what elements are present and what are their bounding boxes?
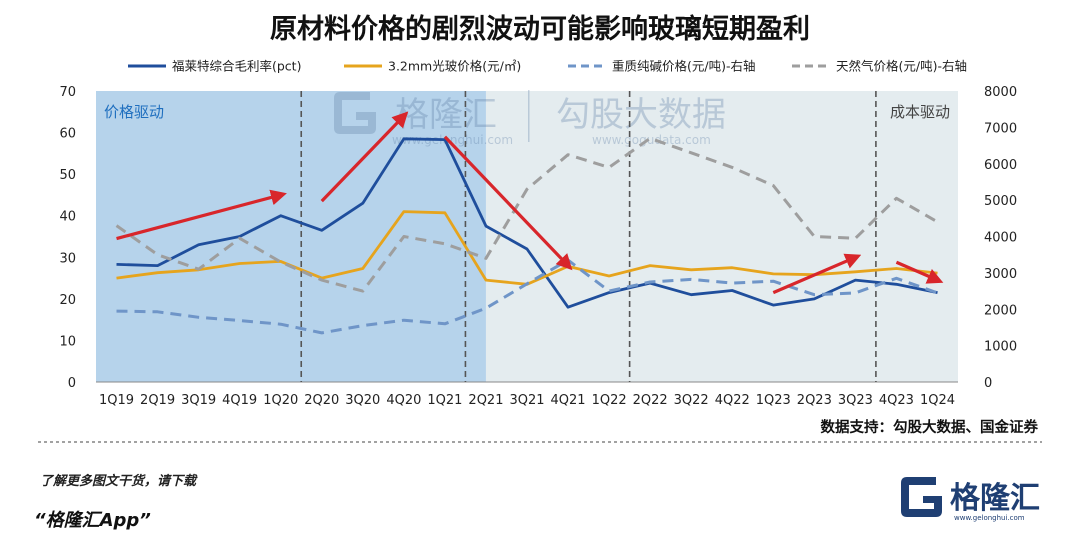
x-tick-label: 3Q20 [345, 393, 380, 408]
series-line [116, 137, 938, 309]
watermark-logo-icon [334, 92, 376, 134]
app-name: “格隆汇App” [34, 510, 151, 531]
gelonghui-logo-icon [901, 477, 942, 517]
x-tick-label: 1Q23 [756, 393, 791, 408]
x-tick-label: 3Q23 [838, 393, 873, 408]
right-axis: 0 1000 2000 3000 4000 5000 6000 7000 8000 [984, 85, 1017, 391]
x-tick-label: 1Q19 [99, 393, 134, 408]
x-tick-label: 4Q19 [222, 393, 257, 408]
x-tick-label: 1Q22 [592, 393, 627, 408]
trend-arrow [443, 135, 573, 271]
right-tick-label: 3000 [984, 267, 1017, 282]
right-tick-label: 1000 [984, 340, 1017, 355]
x-tick-label: 2Q22 [633, 393, 668, 408]
x-tick-label: 3Q21 [509, 393, 544, 408]
series-line [116, 258, 939, 335]
right-tick-label: 5000 [984, 194, 1017, 209]
x-tick-label: 4Q20 [386, 393, 421, 408]
trend-arrows [116, 111, 944, 295]
left-tick-label: 30 [59, 251, 76, 266]
left-tick-label: 10 [59, 334, 76, 349]
left-tick-label: 0 [68, 376, 76, 391]
watermark-brand-url: www.gelonghui.com [392, 133, 513, 147]
legend-label: 天然气价格(元/吨)-右轴 [836, 59, 967, 74]
trend-arrow [772, 253, 862, 295]
left-axis: 0 10 20 30 40 50 60 70 [59, 85, 76, 391]
x-tick-label: 1Q21 [427, 393, 462, 408]
left-tick-label: 40 [59, 210, 76, 225]
x-tick-label: 3Q22 [674, 393, 709, 408]
logo-url: www.gelonghui.com [954, 514, 1025, 522]
logo-text: 格隆汇 [950, 481, 1040, 516]
x-axis: 1Q19 2Q19 3Q19 4Q19 1Q20 2Q20 3Q20 4Q20 1Q21 2Q21… [99, 393, 955, 408]
right-tick-label: 7000 [984, 121, 1017, 136]
x-tick-label: 2Q23 [797, 393, 832, 408]
trend-arrow [116, 189, 287, 241]
x-tick-label: 2Q19 [140, 393, 175, 408]
right-tick-label: 8000 [984, 85, 1017, 100]
left-tick-label: 20 [59, 293, 76, 308]
dashed-dividers [300, 91, 877, 382]
legend-label: 福莱特综合毛利率(pct) [172, 59, 301, 74]
x-tick-label: 1Q20 [263, 393, 298, 408]
data-source: 数据支持：勾股大数据、国金证券 [821, 418, 1039, 436]
watermark: 格隆汇 www.gelonghui.com 勾股大数据 www.gogudata… [334, 90, 726, 147]
promo-line: 了解更多图文干货，请下载 [40, 473, 198, 489]
legend-label: 重质纯碱价格(元/吨)-右轴 [612, 59, 755, 74]
region-label: 成本驱动 [890, 103, 950, 121]
watermark-partner: 勾股大数据 [556, 95, 726, 135]
x-tick-label: 3Q19 [181, 393, 216, 408]
right-tick-label: 4000 [984, 231, 1017, 246]
left-tick-label: 50 [59, 168, 76, 183]
series-line [115, 136, 939, 293]
x-tick-label: 4Q22 [715, 393, 750, 408]
left-tick-label: 70 [59, 85, 76, 100]
series-lines [115, 136, 939, 335]
x-tick-label: 2Q20 [304, 393, 339, 408]
left-tick-label: 60 [59, 127, 76, 142]
legend: 福莱特综合毛利率(pct) 3.2mm光玻价格(元/㎡) 重质纯碱价格(元/吨)-右… [128, 59, 967, 74]
watermark-divider [528, 90, 530, 142]
region-label: 价格驱动 [104, 103, 164, 121]
x-tick-label: 4Q21 [551, 393, 586, 408]
chart-title: 原材料价格的剧烈波动可能影响玻璃短期盈利 [270, 13, 810, 45]
trend-arrow [895, 260, 944, 284]
x-tick-label: 1Q24 [920, 393, 955, 408]
right-tick-label: 6000 [984, 158, 1017, 173]
watermark-partner-url: www.gogudata.com [592, 133, 711, 147]
right-tick-label: 0 [984, 376, 992, 391]
trend-arrow [320, 111, 409, 203]
watermark-brand: 格隆汇 [395, 95, 497, 135]
region-cost-driven [485, 91, 958, 382]
x-tick-label: 4Q23 [879, 393, 914, 408]
legend-label: 3.2mm光玻价格(元/㎡) [388, 59, 521, 74]
right-tick-label: 2000 [984, 303, 1017, 318]
x-tick-label: 2Q21 [468, 393, 503, 408]
